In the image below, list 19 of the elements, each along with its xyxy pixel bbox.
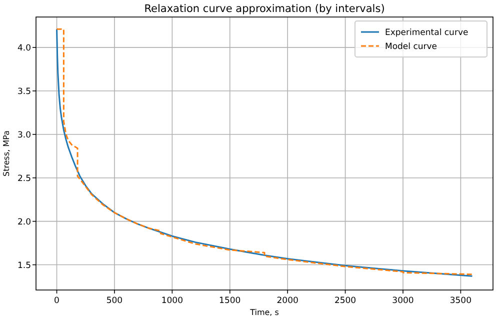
chart-title: Relaxation curve approximation (by intervals) — [144, 3, 385, 15]
x-tick-label: 2000 — [276, 296, 298, 306]
x-tick-label: 3500 — [450, 296, 472, 306]
y-tick-label: 1.5 — [17, 260, 31, 271]
x-tick-label: 3000 — [392, 296, 414, 306]
y-tick-label: 2.0 — [17, 217, 31, 228]
y-tick-label: 3.0 — [17, 130, 31, 140]
y-tick-label: 2.5 — [17, 174, 31, 184]
x-tick-label: 1500 — [219, 296, 241, 306]
legend-label: Model curve — [385, 42, 438, 52]
y-tick-label: 4.0 — [17, 43, 31, 54]
x-tick-label: 500 — [106, 296, 123, 306]
y-axis-title: Stress, MPa — [2, 130, 11, 176]
x-tick-label: 1000 — [161, 296, 183, 306]
x-tick-label: 0 — [54, 296, 60, 306]
y-tick-label: 3.5 — [17, 86, 31, 97]
x-axis-title: Time, s — [249, 308, 279, 317]
x-tick-label: 2500 — [334, 296, 356, 306]
legend-label: Experimental curve — [385, 28, 468, 38]
